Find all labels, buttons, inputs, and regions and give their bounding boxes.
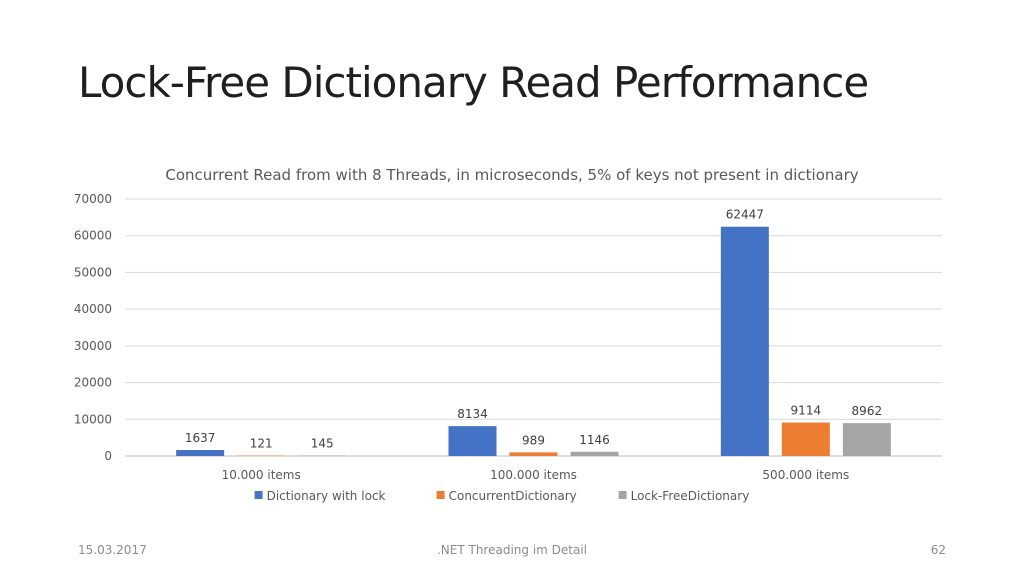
y-tick-label: 20000	[74, 376, 112, 390]
x-tick-label: 500.000 items	[762, 468, 849, 482]
x-tick-label: 10.000 items	[222, 468, 301, 482]
y-tick-label: 30000	[74, 339, 112, 353]
bars	[176, 226, 891, 457]
footer-title: .NET Threading im Detail	[436, 543, 588, 557]
legend-label: ConcurrentDictionary	[449, 489, 577, 503]
data-label: 9114	[791, 404, 822, 418]
slide-title: Lock-Free Dictionary Read Performance	[78, 58, 869, 107]
x-axis-tick-labels: 10.000 items 100.000 items 500.000 items	[222, 468, 850, 482]
footer-date: 15.03.2017	[78, 543, 147, 557]
bar	[237, 455, 286, 457]
data-label: 145	[311, 436, 334, 450]
bar	[570, 451, 619, 456]
legend-swatch	[254, 491, 263, 499]
y-tick-label: 70000	[74, 192, 112, 206]
data-label: 1146	[579, 433, 610, 447]
legend-swatch	[436, 491, 445, 499]
y-tick-label: 50000	[74, 265, 112, 279]
x-tick-label: 100.000 items	[490, 468, 577, 482]
y-tick-label: 60000	[74, 229, 112, 243]
legend-swatch	[618, 491, 627, 499]
data-label: 121	[250, 437, 273, 451]
data-label: 989	[522, 433, 545, 447]
bar	[509, 452, 558, 456]
legend: Dictionary with lock ConcurrentDictionary…	[254, 489, 750, 503]
data-labels: 1637 121 145 8134 989 1146 62447 9114 8962	[185, 208, 882, 451]
bar	[176, 449, 225, 456]
bar	[720, 226, 769, 456]
bar	[298, 455, 347, 456]
data-label: 8962	[852, 404, 883, 418]
page-number: 62	[930, 543, 946, 557]
data-label: 62447	[726, 208, 764, 222]
y-tick-label: 10000	[74, 412, 112, 426]
bar	[842, 423, 891, 456]
data-label: 1637	[185, 431, 216, 445]
legend-label: Lock-FreeDictionary	[631, 489, 750, 503]
bar	[448, 426, 497, 456]
y-tick-label: 0	[104, 449, 112, 463]
bar	[781, 422, 830, 456]
legend-label: Dictionary with lock	[267, 489, 386, 503]
y-axis-tick-labels: 0 10000 20000 30000 40000 50000 60000 70000	[74, 192, 112, 463]
y-tick-label: 40000	[74, 302, 112, 316]
chart-title: Concurrent Read from with 8 Threads, in …	[165, 166, 858, 184]
data-label: 8134	[457, 407, 488, 421]
